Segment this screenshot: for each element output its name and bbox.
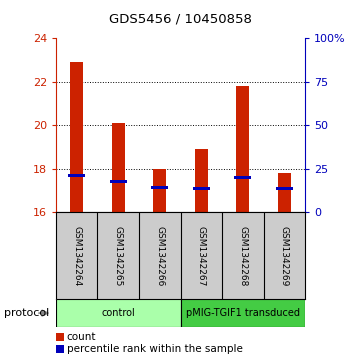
Text: GSM1342265: GSM1342265	[114, 226, 123, 286]
Bar	[56, 299, 180, 327]
Text: GSM1342266: GSM1342266	[155, 226, 164, 286]
Bar	[235, 176, 251, 179]
Bar	[195, 149, 208, 212]
Bar	[278, 173, 291, 212]
Bar	[70, 62, 83, 212]
Text: count: count	[67, 332, 96, 342]
Text: protocol: protocol	[4, 308, 49, 318]
Text: GSM1342267: GSM1342267	[197, 226, 206, 286]
Bar	[180, 299, 305, 327]
Bar	[69, 174, 85, 177]
Text: GSM1342269: GSM1342269	[280, 226, 289, 286]
Text: GDS5456 / 10450858: GDS5456 / 10450858	[109, 13, 252, 26]
Text: GSM1342264: GSM1342264	[72, 226, 81, 286]
Text: percentile rank within the sample: percentile rank within the sample	[67, 344, 243, 354]
Text: pMIG-TGIF1 transduced: pMIG-TGIF1 transduced	[186, 308, 300, 318]
Bar	[276, 187, 293, 190]
Bar	[110, 180, 127, 183]
Bar	[152, 186, 168, 189]
Text: control: control	[101, 308, 135, 318]
Bar	[112, 123, 125, 212]
Bar	[193, 187, 209, 190]
Text: GSM1342268: GSM1342268	[238, 226, 247, 286]
Bar	[236, 86, 249, 212]
Bar	[153, 169, 166, 212]
